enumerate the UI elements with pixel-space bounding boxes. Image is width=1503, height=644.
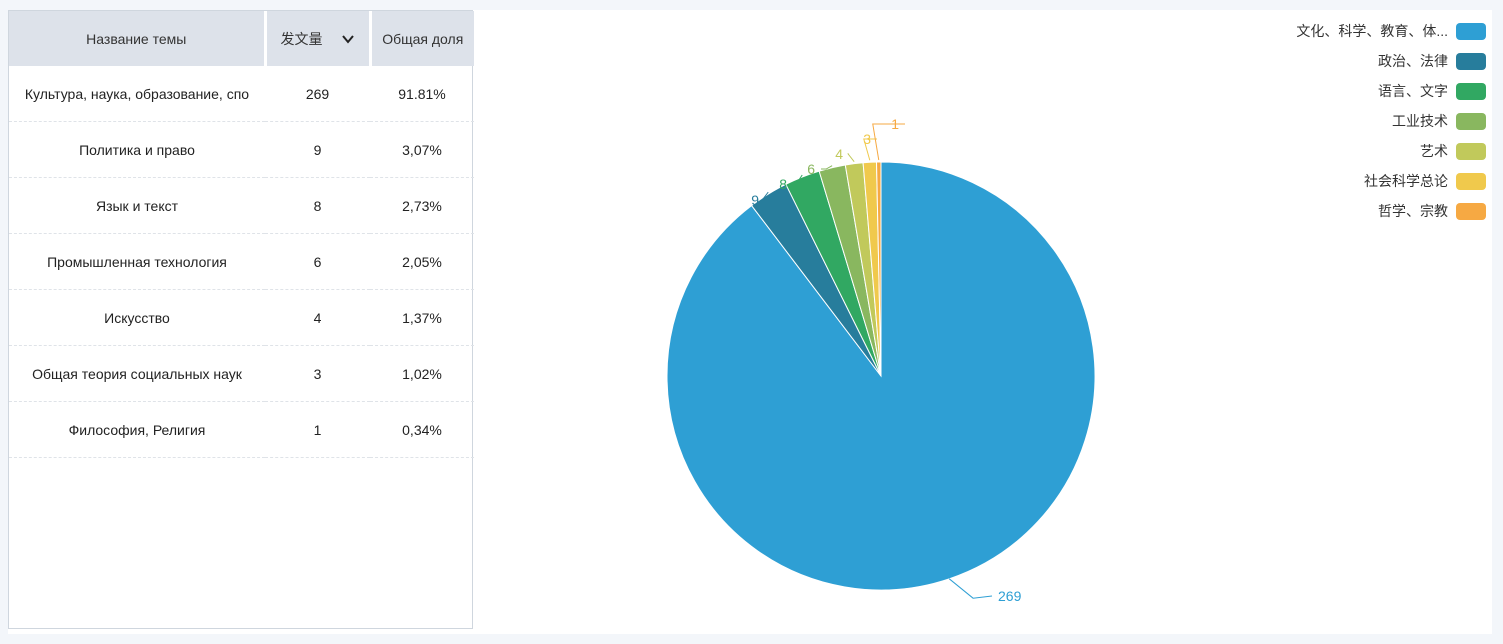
- legend-label: 语言、文字: [1378, 83, 1448, 99]
- table-row: Философия, Религия 1 0,34%: [9, 401, 474, 458]
- slice-value-label: 8: [779, 176, 787, 192]
- legend-item[interactable]: 语言、文字: [1296, 76, 1486, 106]
- header-topic-name: Название темы: [9, 11, 267, 66]
- cell-topic-name: Культура, наука, образование, спо: [9, 66, 265, 122]
- cell-count: 3: [265, 345, 370, 402]
- legend-swatch: [1456, 142, 1486, 160]
- cell-count: 1: [265, 401, 370, 458]
- table-row: Искусство 4 1,37%: [9, 289, 474, 346]
- topic-table-panel: Название темы 发文量 Общая доля Культура, н…: [8, 10, 474, 629]
- cell-count: 6: [265, 233, 370, 290]
- cell-share: 1,02%: [370, 345, 474, 402]
- cell-count: 269: [265, 66, 370, 122]
- callout-line: [847, 153, 855, 162]
- cell-count: 4: [265, 289, 370, 346]
- callout-line: [948, 578, 993, 599]
- legend-item[interactable]: 艺术: [1296, 136, 1486, 166]
- legend-swatch: [1456, 202, 1486, 220]
- cell-share: 0,34%: [370, 401, 474, 458]
- slice-value-label: 269: [998, 588, 1022, 604]
- header-count[interactable]: 发文量: [265, 11, 372, 66]
- cell-topic-name: Промышленная технология: [9, 233, 265, 290]
- callout-line: [821, 165, 833, 170]
- header-share-label: Общая доля: [382, 30, 464, 47]
- cell-share: 91.81%: [370, 66, 474, 122]
- legend-swatch: [1456, 112, 1486, 130]
- chevron-down-icon[interactable]: [341, 32, 355, 46]
- callout-line: [872, 123, 905, 161]
- legend-swatch: [1456, 52, 1486, 70]
- cell-share: 2,73%: [370, 177, 474, 234]
- cell-share: 2,05%: [370, 233, 474, 290]
- legend-item[interactable]: 社会科学总论: [1296, 166, 1486, 196]
- legend-item[interactable]: 哲学、宗教: [1296, 196, 1486, 226]
- cell-topic-name: Общая теория социальных наук: [9, 345, 265, 402]
- table-row: Промышленная технология 6 2,05%: [9, 233, 474, 290]
- table-row: Культура, наука, образование, спо 269 91…: [9, 66, 474, 122]
- cell-share: 3,07%: [370, 121, 474, 178]
- slice-value-label: 9: [751, 192, 759, 208]
- legend-label: 工业技术: [1392, 113, 1448, 129]
- legend-swatch: [1456, 82, 1486, 100]
- slice-value-label: 6: [807, 161, 815, 177]
- slice-value-label: 4: [835, 146, 843, 162]
- header-share: Общая доля: [370, 11, 474, 66]
- table-row: Общая теория социальных наук 3 1,02%: [9, 345, 474, 402]
- legend-label: 社会科学总论: [1364, 173, 1448, 189]
- cell-count: 9: [265, 121, 370, 178]
- cell-topic-name: Политика и право: [9, 121, 265, 178]
- table-row: Язык и текст 8 2,73%: [9, 177, 474, 234]
- pie-slice[interactable]: [876, 161, 882, 377]
- legend-item[interactable]: 工业技术: [1296, 106, 1486, 136]
- legend-item[interactable]: 文化、科学、教育、体...: [1296, 16, 1486, 46]
- chart-legend: 文化、科学、教育、体... 政治、法律语言、文字工业技术艺术社会科学总论哲学、宗教: [1296, 16, 1486, 226]
- legend-swatch: [1456, 172, 1486, 190]
- callout-line: [761, 191, 769, 201]
- legend-label: 政治、法律: [1378, 53, 1448, 69]
- pie-chart: 269 9 8 6 4 3 1: [666, 116, 1096, 604]
- header-count-label: 发文量: [280, 30, 323, 47]
- legend-label: 哲学、宗教: [1378, 203, 1448, 219]
- legend-label: 艺术: [1420, 143, 1448, 159]
- topic-table: Название темы 发文量 Общая доля Культура, н…: [9, 11, 474, 458]
- pie-chart-area: 269 9 8 6 4 3 1 文化、科学、教育、体... 政治、法律语言、文字工业技术艺术社…: [476, 10, 1492, 634]
- cell-share: 1,37%: [370, 289, 474, 346]
- slice-value-label: 3: [863, 131, 871, 147]
- callout-line: [793, 174, 803, 185]
- legend-swatch: [1456, 22, 1486, 40]
- cell-topic-name: Искусство: [9, 289, 265, 346]
- cell-topic-name: Философия, Религия: [9, 401, 265, 458]
- legend-label: 文化、科学、教育、体...: [1296, 23, 1448, 39]
- header-topic-name-label: Название темы: [86, 30, 187, 47]
- cell-count: 8: [265, 177, 370, 234]
- table-row: Политика и право 9 3,07%: [9, 121, 474, 178]
- slice-value-label: 1: [891, 116, 899, 132]
- legend-item[interactable]: 政治、法律: [1296, 46, 1486, 76]
- cell-topic-name: Язык и текст: [9, 177, 265, 234]
- callout-line: [863, 138, 877, 161]
